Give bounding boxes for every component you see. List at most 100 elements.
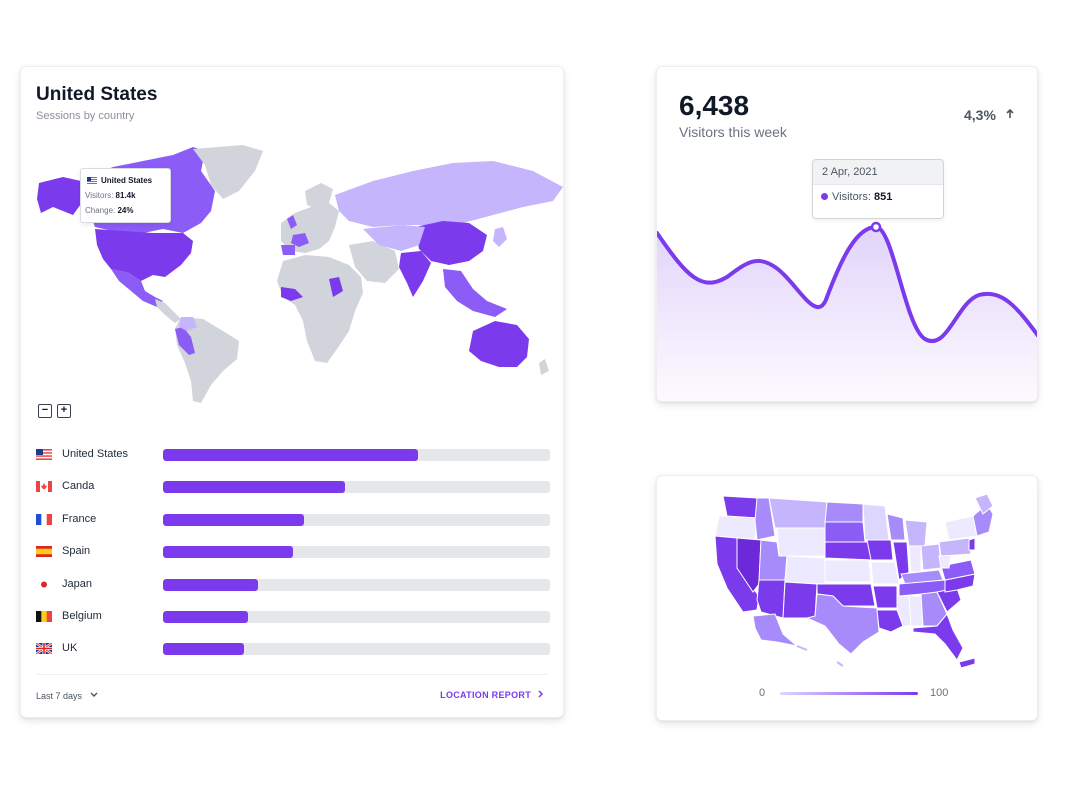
state-pennsylvania (938, 537, 972, 557)
state-florida (912, 613, 964, 661)
map-region-australia (469, 321, 529, 367)
state-missouri (870, 561, 900, 585)
map-region-uk (287, 215, 297, 229)
state-michigan (904, 519, 928, 547)
us-flag-icon (36, 449, 52, 460)
visitors-line-chart[interactable] (657, 67, 1038, 402)
map-region-spain (281, 245, 295, 255)
bar-track (163, 481, 550, 494)
state-minnesota (862, 503, 890, 541)
state-washington (722, 495, 758, 519)
be-flag-icon (36, 611, 52, 622)
chevron-right-icon[interactable] (537, 689, 545, 699)
state-nebraska (824, 541, 874, 561)
bar-track (163, 513, 550, 526)
location-report-link[interactable]: LOCATION REPORT (440, 690, 531, 700)
us-map-card: 0 100 (656, 475, 1038, 721)
country-label: Spain (62, 545, 91, 558)
country-row[interactable]: United States (21, 447, 565, 463)
state-alaska (752, 613, 799, 647)
visitors-point (870, 221, 882, 233)
map-region-sudan (329, 277, 343, 297)
map-region-new-zealand (539, 359, 549, 375)
chart-tooltip: 2 Apr, 2021 Visitors: 851 (812, 159, 944, 219)
country-label: Japan (62, 577, 92, 590)
country-label: UK (62, 642, 78, 655)
state-hawaii (958, 657, 976, 669)
state-kansas (824, 559, 872, 583)
country-row[interactable]: Canda (21, 479, 565, 495)
country-row[interactable]: Spain (21, 544, 565, 560)
country-label: France (62, 512, 97, 525)
tooltip-value-row: Visitors: 851 (821, 191, 892, 203)
divider (36, 674, 548, 675)
bar-track (163, 449, 550, 461)
state-nevada (736, 537, 762, 593)
es-flag-icon (36, 546, 52, 558)
uk-flag-icon (36, 643, 52, 655)
legend-min: 0 (759, 687, 766, 699)
bar-track (163, 611, 550, 623)
state-maine (974, 493, 994, 515)
zoom-in-button[interactable]: + (57, 404, 71, 418)
map-region-india (399, 251, 431, 297)
state-alabama (908, 595, 924, 627)
bar-fill (163, 481, 345, 494)
map-region-mexico (111, 269, 163, 307)
bar-fill (163, 611, 249, 623)
chevron-down-icon[interactable] (90, 689, 98, 699)
period-select[interactable]: Last 7 days (36, 691, 83, 701)
bar-track (163, 546, 550, 559)
map-region-scandinavia (305, 183, 333, 209)
state-montana (768, 497, 828, 529)
tooltip-visitors: Visitors: 81.4k (85, 191, 136, 200)
state-mississippi (896, 595, 912, 627)
map-region-china (415, 221, 487, 265)
state-new-york (944, 515, 978, 541)
series-dot-icon (821, 193, 828, 200)
visitors-area (657, 227, 1037, 401)
map-region-peru (175, 327, 195, 355)
map-region-middle-east (349, 241, 399, 283)
country-row[interactable]: UK (21, 641, 565, 657)
bar-fill (163, 513, 305, 526)
ca-flag-icon (36, 481, 52, 493)
jp-flag-icon (36, 578, 52, 590)
state-texas (805, 593, 880, 655)
state-louisiana (876, 609, 904, 633)
map-region-greenland (193, 145, 263, 199)
state-illinois (892, 541, 910, 581)
legend-max: 100 (930, 687, 949, 699)
aleutian-islands (796, 645, 844, 667)
state-iowa (866, 539, 894, 561)
us-states-map[interactable] (657, 476, 1038, 721)
tooltip-date: 2 Apr, 2021 (813, 160, 943, 185)
state-north-dakota (824, 501, 864, 523)
state-ohio (920, 543, 942, 571)
state-indiana (908, 545, 922, 573)
map-region-central-america (155, 299, 181, 323)
country-row[interactable]: France (21, 512, 565, 528)
change-percent: 4,3% (964, 107, 996, 123)
map-region-west-africa (281, 287, 303, 301)
state-arkansas (872, 585, 898, 609)
map-region-russia (335, 161, 563, 227)
state-new-jersey (968, 537, 976, 551)
map-region-alaska (37, 177, 83, 215)
country-row[interactable]: Belgium (21, 609, 565, 625)
fr-flag-icon (36, 513, 52, 525)
legend-gradient-bar (780, 692, 918, 695)
state-wyoming (776, 527, 826, 557)
zoom-out-button[interactable]: − (38, 404, 52, 418)
visitors-line (657, 224, 1037, 344)
country-label: Belgium (62, 610, 102, 622)
visitors-count: 6,438 (679, 90, 750, 121)
map-region-japan (493, 227, 507, 247)
country-row[interactable]: Japan (21, 577, 565, 593)
state-new-mexico (782, 581, 818, 619)
arrow-up-icon (1006, 108, 1014, 118)
us-flag-icon (87, 177, 97, 184)
bar-fill (163, 643, 245, 656)
tooltip-change: Change: 24% (85, 206, 134, 215)
map-region-africa (277, 255, 363, 363)
